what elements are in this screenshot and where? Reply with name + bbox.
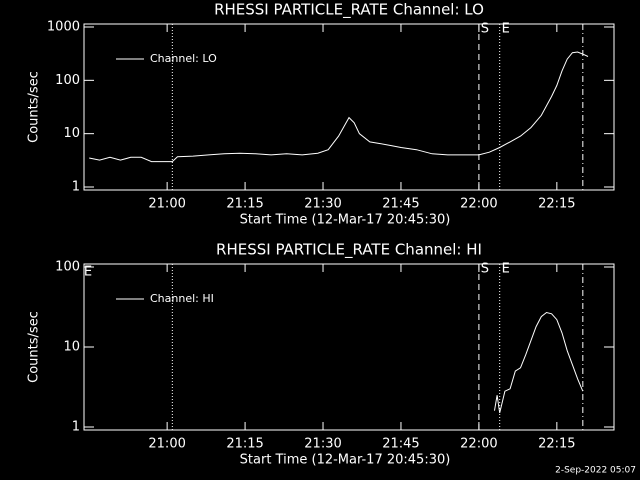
- y-tick-label: 1: [72, 180, 80, 195]
- y-tick-label: 100: [55, 260, 80, 275]
- corner-label: E: [84, 265, 92, 280]
- y-axis-label: Counts/sec: [27, 311, 42, 383]
- legend-label: Channel: HI: [150, 292, 214, 305]
- legend-label: Channel: LO: [150, 52, 217, 65]
- marker-label: S: [481, 262, 489, 277]
- y-tick-label: 10: [63, 340, 80, 355]
- x-tick-label: 22:15: [538, 437, 575, 452]
- x-tick-label: 22:00: [460, 197, 497, 212]
- plot-frame: [83, 23, 615, 191]
- x-tick-label: 22:00: [460, 437, 497, 452]
- series-line: [89, 51, 589, 163]
- x-tick-label: 21:15: [226, 197, 263, 212]
- footer: 2-Sep-2022 05:07: [555, 466, 636, 476]
- y-tick-label: 1: [72, 420, 80, 435]
- x-tick-label: 21:00: [148, 437, 185, 452]
- x-axis-label: Start Time (12-Mar-17 20:45:30): [240, 453, 451, 468]
- y-axis-label: Counts/sec: [27, 71, 42, 143]
- x-tick-label: 21:45: [382, 437, 419, 452]
- marker-label: E: [502, 262, 510, 277]
- marker-label: S: [481, 22, 489, 37]
- series-line: [494, 311, 584, 414]
- x-tick-label: 21:30: [304, 197, 341, 212]
- chart-title: RHESSI PARTICLE_RATE Channel: HI: [216, 241, 482, 260]
- y-tick-label: 100: [55, 73, 80, 88]
- x-tick-label: 21:00: [148, 197, 185, 212]
- marker-label: E: [502, 22, 510, 37]
- x-axis-label: Start Time (12-Mar-17 20:45:30): [240, 213, 451, 228]
- plot-frame: [83, 263, 615, 431]
- x-tick-label: 21:45: [382, 197, 419, 212]
- y-tick-label: 10: [63, 126, 80, 141]
- x-tick-label: 21:30: [304, 437, 341, 452]
- y-tick-label: 1000: [47, 20, 80, 35]
- chart-title: RHESSI PARTICLE_RATE Channel: LO: [214, 1, 484, 20]
- x-tick-label: 22:15: [538, 197, 575, 212]
- x-tick-label: 21:15: [226, 437, 263, 452]
